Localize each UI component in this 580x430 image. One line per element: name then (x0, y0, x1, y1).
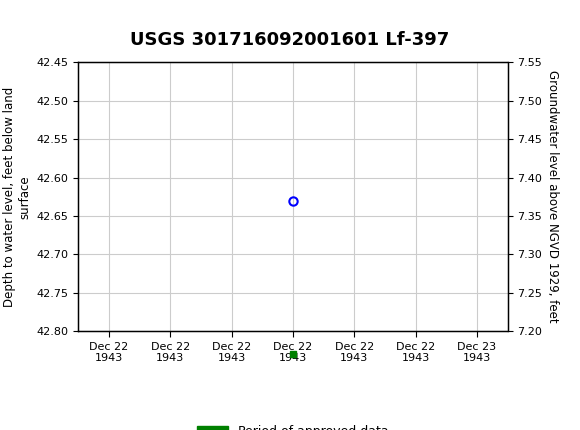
Text: USGS: USGS (32, 12, 100, 33)
Y-axis label: Depth to water level, feet below land
surface: Depth to water level, feet below land su… (3, 86, 31, 307)
Text: USGS 301716092001601 Lf-397: USGS 301716092001601 Lf-397 (130, 31, 450, 49)
Legend: Period of approved data: Period of approved data (192, 420, 394, 430)
Y-axis label: Groundwater level above NGVD 1929, feet: Groundwater level above NGVD 1929, feet (546, 71, 559, 323)
Text: ≡: ≡ (3, 9, 26, 37)
